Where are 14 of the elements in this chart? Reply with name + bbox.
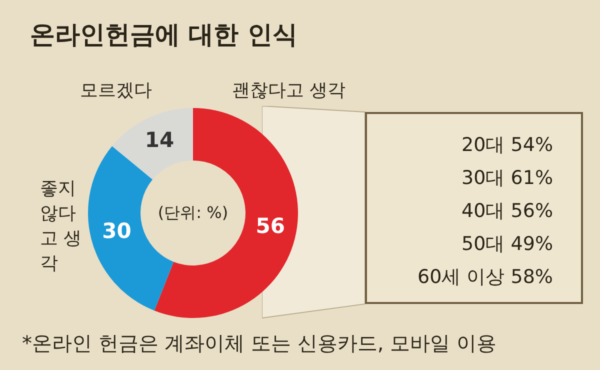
data-label: 30: [102, 219, 132, 244]
slice-label: 모르겠다: [80, 79, 152, 102]
chart-title: 온라인헌금에 대한 인식: [30, 19, 298, 51]
slice-label: 괜찮다고 생각: [232, 79, 346, 102]
text: 30대 61%: [462, 166, 553, 191]
text: *온라인 헌금은 계좌이체 또는 신용카드, 모바일 이용: [22, 330, 497, 357]
text: 60세 이상 58%: [418, 265, 553, 290]
data-label: 56: [256, 214, 285, 238]
slice-label: 좋지 않다고 생각: [40, 177, 83, 276]
text: 50대 49%: [462, 232, 553, 257]
text: 40대 56%: [462, 199, 553, 224]
text: (단위: %): [158, 203, 228, 224]
data-label: 14: [144, 128, 174, 152]
text: 20대 54%: [462, 133, 553, 158]
